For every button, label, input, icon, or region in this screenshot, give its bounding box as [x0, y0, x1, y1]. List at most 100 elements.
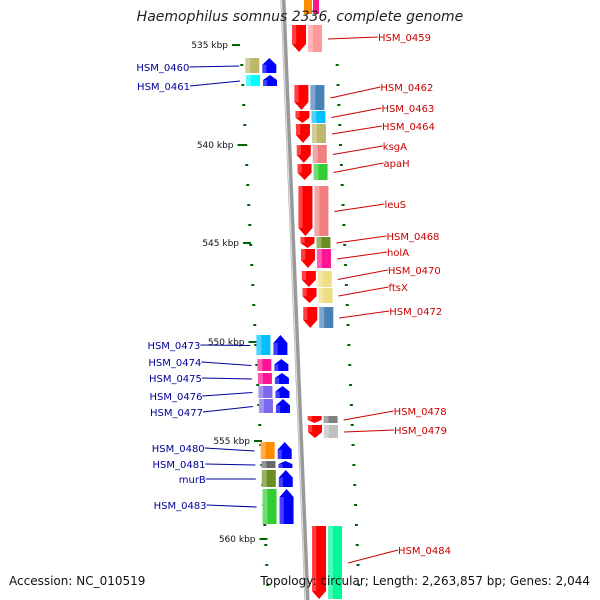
gene-label: leuS — [384, 200, 406, 211]
gene-label-leader — [339, 310, 390, 319]
gene-label: HSM_0479 — [394, 426, 447, 437]
forward-gene-arrow — [297, 164, 312, 180]
gene-label: holA — [387, 248, 409, 259]
forward-gene-arrow — [300, 237, 315, 248]
gene-label-leader — [331, 125, 383, 135]
reverse-gene-arrow — [278, 461, 293, 468]
reverse-gene-arrow-shade — [273, 343, 278, 355]
ruler-tick-label: 550 kbp — [208, 338, 245, 348]
reverse-gene-arrow — [262, 58, 277, 73]
gene-label: HSM_0468 — [386, 232, 439, 243]
topology-text: Topology: circular; Length: 2,263,857 bp… — [260, 574, 590, 588]
gene-block-HSM_0472-shade — [319, 307, 325, 328]
gene-block-holA-shade — [316, 249, 322, 268]
gene-block-HSM_0484-shade — [328, 526, 333, 599]
ruler-tick-label: 535 kbp — [191, 41, 228, 51]
gene-block-HSM_0477 — [258, 399, 273, 413]
gene-label-leader — [327, 36, 379, 40]
gene-label-leader — [189, 65, 240, 68]
reverse-gene-arrow — [275, 386, 290, 398]
gene-layer — [245, 0, 343, 599]
gene-block-HSM_0478-shade — [323, 416, 329, 423]
forward-gene-arrow-shade — [303, 307, 308, 320]
forward-gene-arrow — [292, 25, 306, 52]
accession-text: Accession: NC_010519 — [9, 574, 146, 588]
gene-block-HSM_0460 — [245, 58, 260, 73]
gene-block-murB-shade — [261, 470, 267, 487]
gene-block-HSM_0480-shade — [260, 442, 266, 459]
gene-label-leader — [334, 203, 385, 212]
gene-block-ksgA — [312, 145, 327, 163]
gene-block-HSM_0462 — [310, 85, 325, 110]
reverse-gene-arrow-shade — [278, 464, 283, 468]
gene-block-leuS-shade — [314, 186, 320, 236]
gene-label: HSM_0459 — [378, 33, 431, 44]
gene-block-HSM_0480 — [260, 442, 275, 459]
ruler-tick-label: 540 kbp — [197, 141, 234, 151]
gene-label-leader — [330, 86, 381, 99]
gene-label-leader — [201, 361, 252, 366]
gene-block-HSM_0474 — [257, 359, 272, 371]
reverse-gene-arrow — [274, 373, 289, 384]
gene-block-HSM_0477-shade — [258, 399, 264, 413]
label-layer: HSM_0459 HSM_0462 HSM_0463 HSM_0464 ksgA apaH… — [136, 33, 451, 564]
reverse-gene-arrow-shade — [277, 449, 282, 459]
forward-gene-arrow — [303, 307, 318, 328]
gene-label-leader — [332, 145, 383, 155]
genome-backbone — [280, 0, 310, 600]
reverse-gene-arrow — [263, 75, 277, 86]
gene-label-leader — [343, 429, 395, 433]
forward-gene-arrow-shade — [301, 271, 307, 280]
gene-block-murB — [261, 470, 276, 487]
reverse-gene-arrow-shade — [274, 364, 279, 371]
gene-block-HSM_0468-shade — [316, 237, 322, 248]
gene-label: HSM_0483 — [154, 501, 207, 512]
partial-gene-top — [313, 0, 319, 14]
gene-label-leader — [204, 447, 255, 452]
reverse-gene-arrow — [274, 359, 289, 371]
forward-gene-arrow — [301, 271, 316, 287]
gene-label: apaH — [384, 159, 410, 170]
gene-block-ftsX-shade — [318, 288, 324, 303]
gene-block-HSM_0474-shade — [257, 359, 263, 371]
gene-label: murB — [179, 475, 206, 486]
forward-gene-arrow — [312, 526, 327, 599]
forward-gene-arrow-shade — [297, 164, 302, 173]
gene-label: HSM_0476 — [149, 392, 202, 403]
forward-gene-arrow — [300, 249, 315, 268]
reverse-gene-arrow — [277, 442, 292, 459]
gene-label: HSM_0473 — [147, 341, 200, 352]
map-title: Haemophilus somnus 2336, complete genome — [136, 9, 464, 25]
forward-gene-arrow-shade — [296, 145, 301, 155]
gene-label: HSM_0484 — [398, 546, 451, 557]
gene-label: HSM_0475 — [149, 374, 202, 385]
gene-block-HSM_0476-shade — [258, 386, 264, 398]
gene-block-HSM_0483 — [262, 489, 277, 524]
reverse-gene-arrow — [273, 335, 288, 355]
gene-label: HSM_0478 — [394, 407, 447, 418]
ruler-tick-label: 545 kbp — [202, 239, 239, 249]
gene-label: ksgA — [383, 142, 407, 153]
forward-gene-arrow — [298, 186, 313, 236]
gene-block-HSM_0459 — [308, 25, 322, 52]
gene-label: HSM_0460 — [136, 63, 189, 74]
forward-gene-arrow — [308, 425, 322, 438]
gene-block-HSM_0463 — [311, 111, 326, 123]
gene-label: HSM_0477 — [150, 408, 203, 419]
gene-block-HSM_0479 — [324, 425, 338, 438]
gene-label-leader — [338, 286, 389, 297]
gene-block-ksgA-shade — [312, 145, 318, 163]
forward-gene-arrow-shade — [294, 85, 299, 102]
gene-block-HSM_0461-shade — [246, 75, 251, 86]
forward-gene-arrow — [302, 288, 317, 303]
gene-label-leader — [205, 463, 256, 466]
forward-gene-arrow-shade — [307, 416, 312, 420]
gene-label-leader — [200, 344, 251, 346]
forward-gene-arrow-shade — [292, 25, 297, 44]
gene-label: ftsX — [389, 283, 408, 294]
gene-label-leader — [206, 504, 257, 508]
reverse-gene-arrow-shade — [275, 405, 281, 413]
gene-block-HSM_0470-shade — [317, 271, 323, 287]
forward-gene-arrow-shade — [300, 237, 305, 244]
